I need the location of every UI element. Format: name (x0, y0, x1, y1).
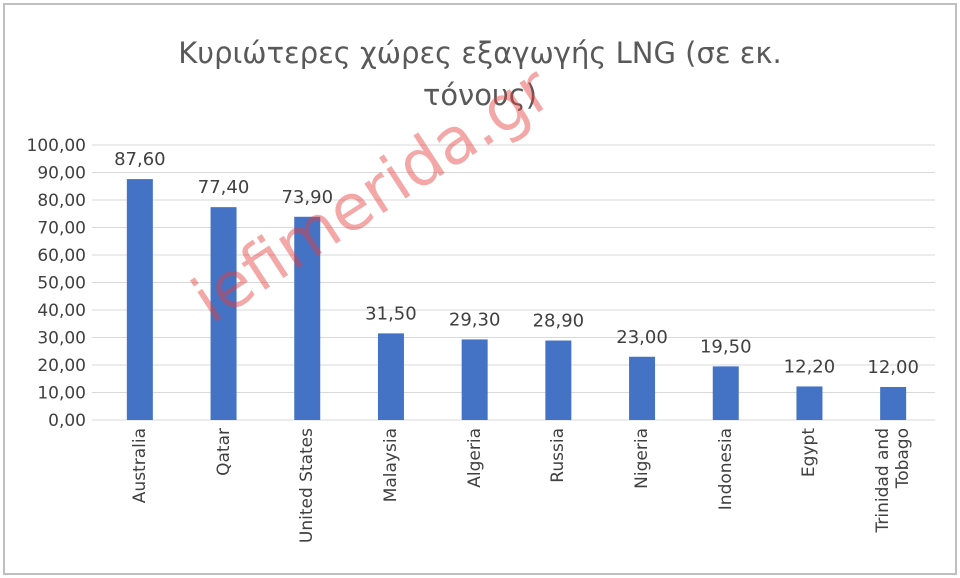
bar (210, 207, 237, 420)
value-label: 12,20 (784, 356, 836, 377)
chart-title: Κυριώτερες χώρες εξαγωγής LNG (σε εκ. τό… (178, 36, 782, 112)
y-tick-label: 60,00 (37, 246, 86, 266)
y-tick-label: 0,00 (48, 411, 86, 431)
x-tick-label: Nigeria (632, 428, 653, 489)
value-label: 29,30 (449, 309, 501, 330)
bar (880, 387, 907, 420)
x-tick-label: Australia (129, 428, 150, 504)
y-tick-label: 70,00 (37, 219, 86, 239)
bar (712, 366, 739, 420)
value-label: 73,90 (281, 187, 333, 208)
x-tick-label: United States (297, 428, 318, 544)
value-label: 87,60 (114, 149, 166, 170)
bar (796, 386, 823, 420)
x-tick-label: Indonesia (715, 428, 736, 511)
chart-border (3, 3, 957, 575)
value-label: 31,50 (365, 303, 417, 324)
x-tick-label: Egypt (799, 428, 820, 478)
value-label: 77,40 (198, 177, 250, 198)
bar (461, 339, 488, 420)
x-tick-label: Malaysia (380, 428, 401, 503)
x-tick-label: Qatar (213, 428, 234, 476)
value-label: 28,90 (533, 311, 585, 332)
y-tick-label: 50,00 (37, 274, 86, 294)
y-tick-label: 90,00 (37, 164, 86, 184)
y-tick-label: 40,00 (37, 301, 86, 321)
x-tick-label: Trinidad and Tobago (873, 428, 914, 533)
value-label: 23,00 (616, 327, 668, 348)
y-tick-label: 80,00 (37, 191, 86, 211)
value-label: 19,50 (700, 336, 752, 357)
bar (126, 179, 153, 420)
x-tick-label: Algeria (464, 428, 485, 488)
bar (294, 216, 321, 420)
y-tick-label: 10,00 (37, 384, 86, 404)
y-tick-label: 100,00 (27, 136, 86, 156)
bar (629, 356, 656, 420)
bar (545, 340, 572, 420)
y-tick-label: 30,00 (37, 329, 86, 349)
bar (377, 333, 404, 420)
y-tick-label: 20,00 (37, 356, 86, 376)
value-label: 12,00 (867, 357, 919, 378)
x-tick-label: Russia (548, 428, 569, 483)
